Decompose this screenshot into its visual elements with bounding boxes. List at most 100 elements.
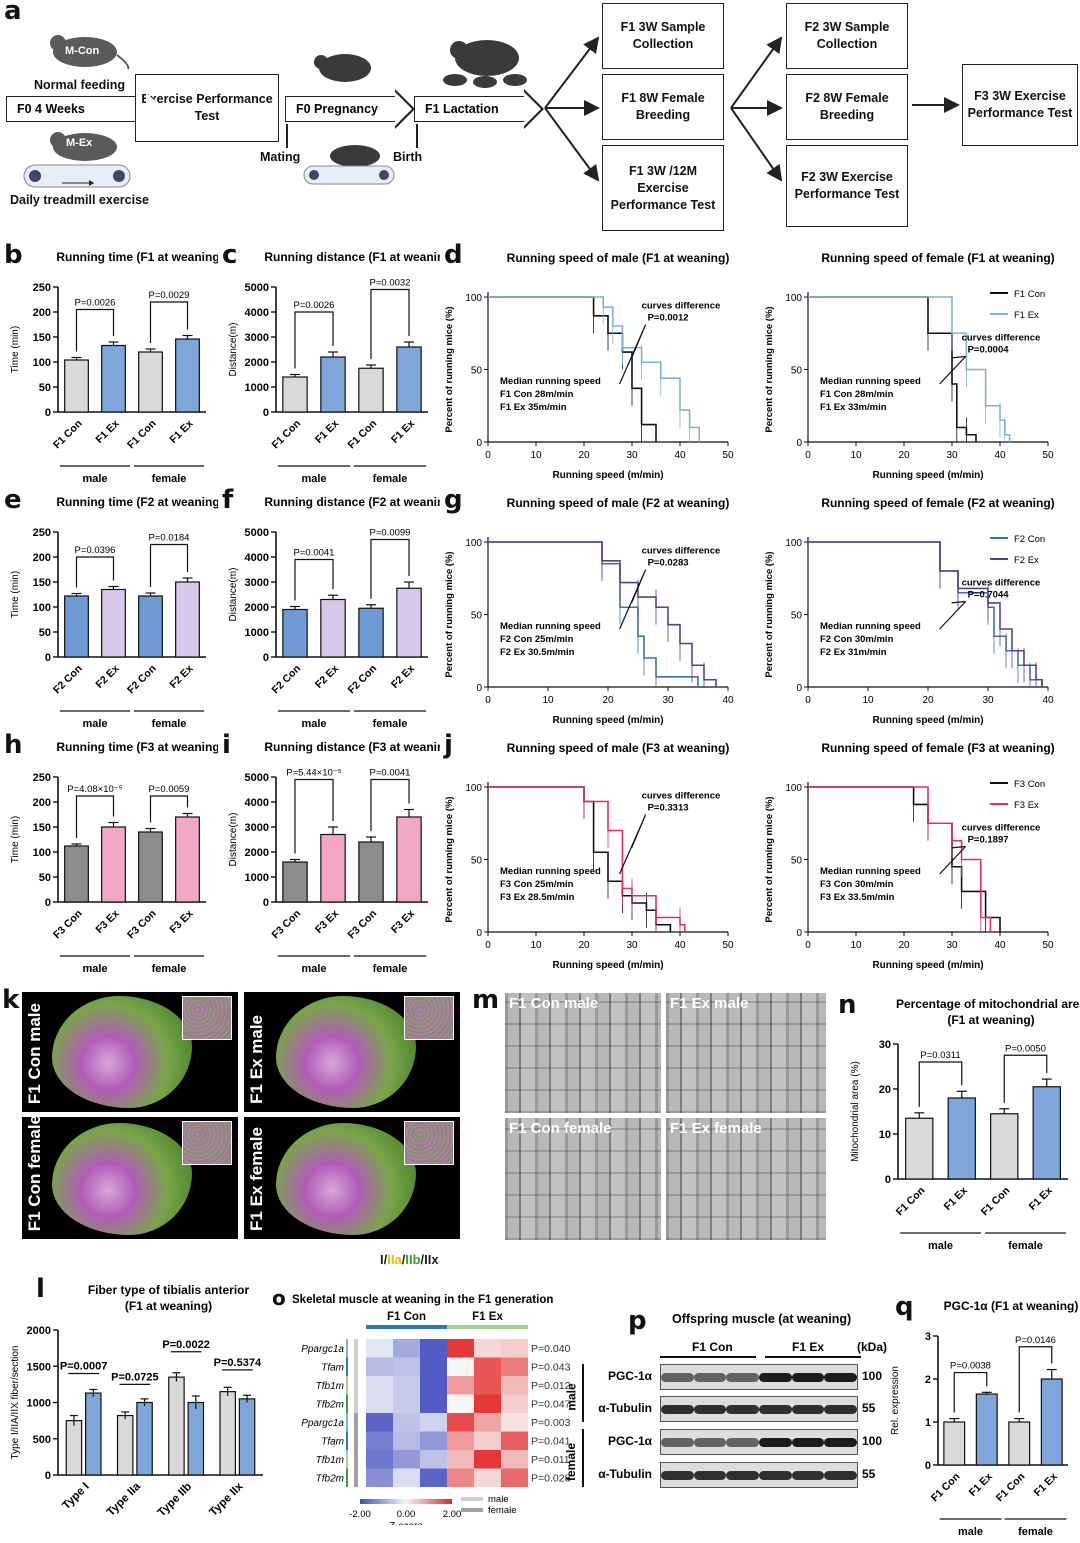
sex-legend-swatch [461, 1508, 483, 1512]
blot-band [759, 1437, 792, 1447]
y-tick-label: 4000 [245, 797, 269, 809]
panel-letter-i: i [222, 730, 231, 760]
curves-difference-label: curves difference [962, 333, 1041, 344]
category-label: F3 Ex [167, 908, 195, 936]
group-label-female: female [373, 718, 408, 730]
x-tick-label: 0 [805, 695, 811, 706]
chart-running-time-f1: Running time (F1 at weaning) 0 50 100 150 200… [10, 250, 218, 485]
chart-running-distance-f2: Running distance (F2 at weaning) 0 1000 200… [228, 495, 440, 730]
legend-label: F3 Ex [1014, 800, 1039, 811]
group-label-male: male [82, 963, 107, 975]
curves-difference-label: curves difference [962, 823, 1041, 834]
panel-letter-b: b [4, 240, 23, 270]
curves-difference-label: curves difference [642, 546, 721, 557]
chart-title: Running time (F2 at weaning) [56, 495, 218, 509]
annotation-pointer [939, 845, 967, 875]
x-axis-label: Running speed (m/min) [872, 960, 983, 971]
p-value-label: P=5.44×10⁻⁵ [286, 768, 342, 779]
em-image-f1-con-male: F1 Con male [505, 993, 661, 1113]
p-value-label: P=4.08×10⁻⁵ [67, 784, 123, 795]
x-tick-label: 30 [662, 695, 674, 706]
category-label: F1 Con [51, 418, 85, 452]
bar [905, 1117, 934, 1180]
blot-protein-label: PGC-1α [607, 1434, 652, 1448]
bar [175, 816, 200, 903]
y-tick-label: 3000 [245, 822, 269, 834]
y-tick-label: 1500 [27, 1361, 51, 1373]
curves-difference-p-value: P=0.1897 [968, 835, 1009, 846]
blot-band [661, 1470, 694, 1480]
f3-box-exercise-test: F3 3W Exercise Performance Test [962, 64, 1078, 146]
bar [282, 376, 308, 413]
median-speed-value: F2 Con 25m/min [500, 634, 574, 645]
category-label: F2 Ex [167, 663, 195, 691]
bar [64, 845, 89, 903]
y-axis-label: Percent of running mice (%) [764, 306, 775, 432]
heatmap-cell [447, 1431, 474, 1450]
sex-marker-female [354, 1450, 358, 1469]
p-value-label: P=0.0396 [75, 545, 116, 556]
x-axis-label: Running speed (m/min) [552, 470, 663, 481]
heatmap-cell [366, 1413, 393, 1432]
y-tick-label: 100 [33, 602, 51, 614]
survival-curve-f3-ex [808, 786, 992, 932]
category-label: F3 Ex [313, 908, 341, 936]
fiber-legend-item: / [420, 1252, 425, 1267]
chart-running-distance-f1: Running distance (F1 at weaning) 0 1000 200… [228, 250, 440, 485]
fiber-legend-item: / [383, 1252, 388, 1267]
heatmap-cell [393, 1413, 420, 1432]
x-axis-label: Running speed (m/min) [872, 470, 983, 481]
chart-subtitle: (F1 at weaning) [125, 1299, 212, 1313]
chart-title: Running time (F1 at weaning) [56, 250, 218, 264]
lactation-mice-icon [443, 40, 527, 88]
legend-label: F2 Con [1014, 534, 1045, 545]
category-label: F1 Con [979, 1185, 1013, 1219]
y-tick-label: 150 [33, 822, 51, 834]
fiber-legend-item: / [401, 1252, 406, 1267]
mouse-ex-icon [50, 132, 117, 161]
micrograph-f1-ex-female: F1 Ex female [244, 1117, 460, 1239]
gene-label: Tfam [321, 1363, 344, 1374]
median-speed-value: F3 Ex 33.5m/min [820, 892, 895, 903]
blot-band [759, 1404, 792, 1414]
y-tick-label: 4000 [245, 552, 269, 564]
survival-curve-f1-ex [808, 296, 1011, 442]
y-tick-label: 0 [925, 1460, 931, 1472]
y-tick-label: 100 [465, 293, 482, 304]
panel-letter-o: o [272, 1286, 286, 1310]
category-label: F1 Ex [167, 418, 195, 446]
bar [101, 588, 126, 658]
group-label-male: male [958, 1526, 983, 1538]
f1-lactation-arrow: F1 Lactation [414, 89, 544, 129]
y-tick-label: 1 [925, 1417, 931, 1429]
chart-running-time-f3: Running time (F3 at weaning) 0 50 100 150 200… [10, 740, 218, 975]
chart-title: Percentage of mitochondrial area [896, 997, 1080, 1011]
category-label: F2 Con [51, 663, 85, 697]
chart-title: Running speed of male (F1 at weaning) [507, 251, 730, 265]
blot-band [824, 1404, 858, 1414]
bar [138, 831, 163, 903]
chart-pgc1a-expression: PGC-1α (F1 at weaning) 0 1 2 3 Rel. expressio… [890, 1299, 1078, 1538]
chart-title: Fiber type of tibialis anterior [88, 1283, 250, 1297]
normal-feeding-label: Normal feeding [34, 78, 125, 92]
z-score-tick-label: 2.00 [443, 1509, 462, 1520]
gene-group-marker [346, 1450, 348, 1469]
x-tick-label: 0 [805, 450, 811, 461]
y-tick-label: 50 [791, 856, 803, 867]
bar [358, 607, 384, 658]
comparison-bracket [75, 795, 115, 838]
bar-f1-con [65, 1420, 83, 1476]
median-speed-label: Median running speed [820, 621, 921, 632]
bar [358, 841, 384, 903]
heatmap-cell [501, 1413, 528, 1432]
heatmap-cell [474, 1394, 501, 1413]
bar-f1-ex [85, 1392, 102, 1476]
median-speed-label: Median running speed [820, 866, 921, 877]
gene-label: Tfam [321, 1437, 344, 1448]
y-tick-label: 3 [925, 1331, 931, 1343]
p-value-label: P=0.0032 [370, 278, 411, 289]
heatmap-cell [393, 1431, 420, 1450]
blot-band [791, 1470, 825, 1480]
sex-marker-male [354, 1357, 358, 1376]
z-score-title: Z-score [389, 1521, 423, 1525]
